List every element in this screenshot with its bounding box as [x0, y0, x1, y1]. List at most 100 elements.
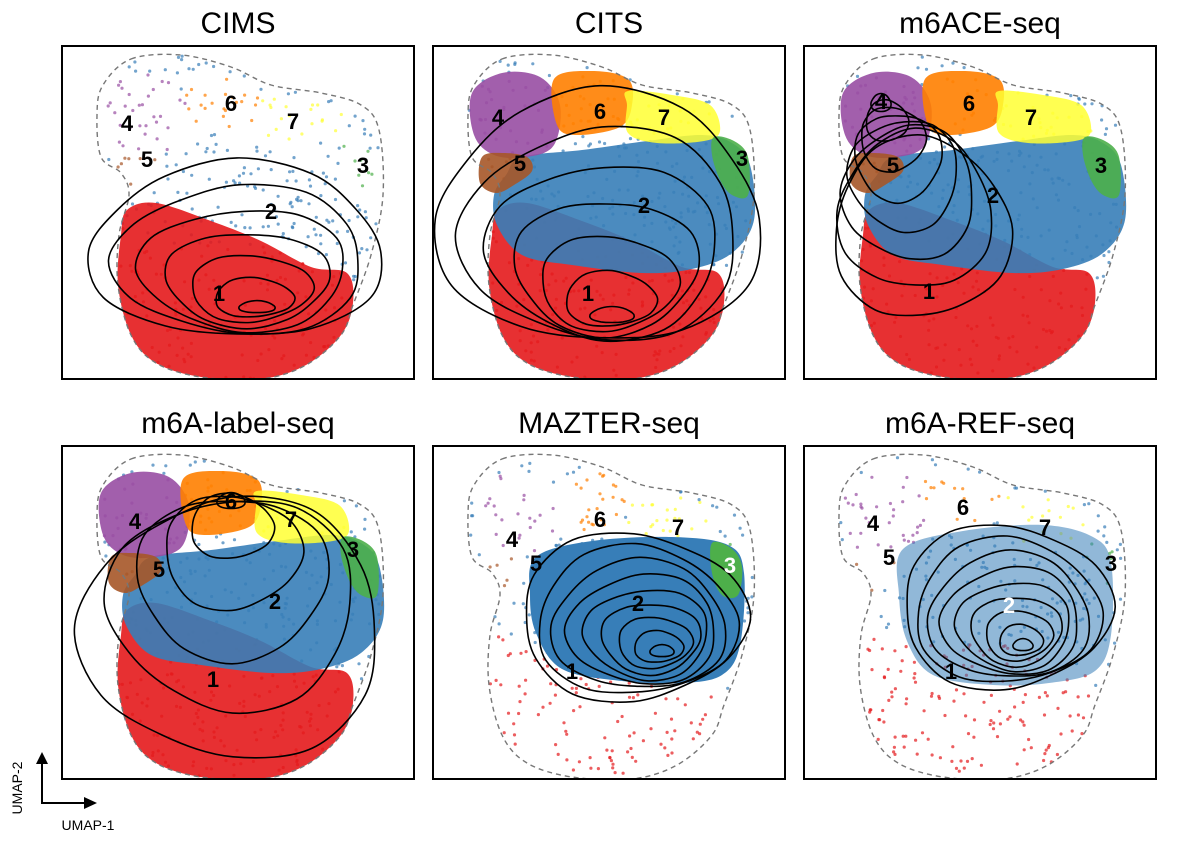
scatter-point-cluster-2	[276, 194, 280, 198]
scatter-point-cluster-1	[913, 672, 917, 676]
scatter-point-cluster-1	[574, 686, 578, 690]
scatter-point-cluster-2	[1102, 253, 1106, 258]
scatter-point-cluster-2	[738, 526, 742, 530]
points-outline	[467, 453, 756, 780]
scatter-point-cluster-2	[978, 470, 982, 474]
scatter-point-cluster-1	[882, 675, 886, 679]
scatter-point-cluster-7	[644, 532, 648, 536]
scatter-point-cluster-1	[892, 745, 896, 749]
scatter-point-cluster-2	[196, 142, 200, 146]
scatter-point-cluster-2	[191, 67, 195, 71]
scatter-point-cluster-2	[204, 150, 208, 154]
scatter-point-cluster-6	[940, 480, 944, 484]
scatter-point-cluster-2	[197, 542, 201, 547]
cluster-regions	[840, 70, 1127, 380]
scatter-point-cluster-1	[972, 735, 976, 739]
scatter-point-cluster-2	[242, 74, 246, 78]
scatter-point-cluster-4	[165, 147, 169, 152]
scatter-point-cluster-1	[915, 752, 919, 756]
cluster-region-2	[864, 134, 1127, 274]
scatter-point-cluster-4	[859, 505, 863, 509]
scatter-point-cluster-2	[214, 142, 218, 146]
scatter-point-cluster-5	[505, 578, 509, 582]
scatter-point-cluster-4	[117, 140, 121, 144]
scatter-point-cluster-5	[116, 165, 120, 169]
scatter-point-cluster-2	[742, 619, 747, 623]
scatter-point-cluster-7	[310, 103, 315, 107]
scatter-point-cluster-2	[269, 202, 273, 207]
scatter-point-cluster-6	[620, 498, 624, 502]
scatter-point-cluster-2	[477, 553, 481, 557]
density-contour	[542, 235, 682, 333]
scatter-point-cluster-1	[998, 722, 1002, 726]
scatter-point-cluster-6	[611, 483, 615, 487]
scatter-point-cluster-6	[598, 472, 602, 476]
scatter-point-cluster-2	[509, 632, 513, 636]
scatter-point-cluster-4	[143, 132, 147, 136]
scatter-point-cluster-1	[597, 684, 601, 688]
scatter-point-cluster-1	[1046, 746, 1050, 750]
scatter-point-cluster-6	[932, 486, 936, 490]
scatter-point-cluster-2	[497, 622, 501, 626]
scatter-point-cluster-1	[588, 756, 592, 760]
density-contour	[870, 92, 892, 113]
scatter-point-cluster-2	[559, 537, 563, 541]
scatter-point-cluster-4	[488, 497, 492, 501]
scatter-point-cluster-1	[698, 732, 702, 736]
scatter-point-cluster-7	[1030, 515, 1034, 519]
cluster-label-2: 2	[1003, 593, 1015, 618]
scatter-point-cluster-4	[118, 80, 122, 84]
scatter-point-cluster-2	[723, 534, 727, 538]
scatter-point-cluster-1	[989, 693, 993, 697]
density-contour	[134, 210, 344, 334]
density-contour	[917, 535, 1105, 683]
cluster-label-5: 5	[514, 151, 526, 176]
scatter-point-cluster-2	[469, 533, 473, 537]
scatter-point-cluster-2	[1105, 540, 1109, 544]
scatter-point-cluster-1	[880, 647, 884, 651]
scatter-point-cluster-2	[225, 148, 229, 152]
scatter-point-cluster-2	[551, 480, 556, 484]
scatter-point-cluster-4	[155, 137, 159, 141]
scatter-point-cluster-1	[886, 667, 890, 671]
scatter-point-cluster-4	[498, 474, 502, 478]
density-contour	[538, 542, 741, 694]
scatter-point-cluster-2	[920, 55, 924, 59]
scatter-point-cluster-2	[520, 464, 524, 468]
scatter-point-cluster-1	[683, 703, 687, 707]
cluster-label-2: 2	[269, 589, 281, 614]
scatter-point-cluster-1	[695, 730, 699, 734]
scatter-point-cluster-2	[190, 207, 194, 211]
cluster-label-4: 4	[875, 89, 888, 114]
scatter-point-cluster-5	[119, 162, 123, 166]
scatter-point-cluster-1	[1070, 729, 1074, 733]
scatter-point-cluster-3	[360, 184, 365, 188]
scatter-point-cluster-2	[497, 470, 501, 475]
scatter-point-cluster-1	[1055, 752, 1059, 757]
cluster-region-3	[1082, 136, 1121, 199]
scatter-point-cluster-6	[587, 508, 591, 512]
scatter-point-cluster-1	[497, 635, 501, 639]
density-contour	[600, 604, 702, 677]
scatter-point-cluster-2	[293, 90, 297, 94]
scatter-point-cluster-1	[893, 752, 897, 756]
scatter-point-cluster-1	[882, 720, 886, 724]
scatter-point-cluster-2	[134, 69, 138, 73]
scatter-point-cluster-2	[895, 456, 900, 460]
scatter-point-cluster-1	[902, 745, 906, 749]
scatter-point-cluster-2	[174, 163, 178, 167]
scatter-point-cluster-1	[536, 713, 540, 717]
scatter-point-cluster-4	[889, 545, 893, 549]
x-axis-label: UMAP-1	[62, 817, 115, 833]
scatter-point-cluster-2	[232, 538, 237, 542]
scatter-point-cluster-1	[626, 750, 630, 754]
scatter-point-cluster-1	[904, 734, 908, 738]
scatter-point-cluster-1	[959, 759, 963, 763]
scatter-point-cluster-2	[565, 472, 569, 476]
cluster-label-2: 2	[987, 183, 999, 208]
scatter-point-cluster-1	[1029, 746, 1033, 750]
scatter-point-cluster-4	[902, 538, 906, 542]
scatter-point-cluster-7	[677, 517, 681, 521]
scatter-point-cluster-1	[605, 748, 609, 752]
